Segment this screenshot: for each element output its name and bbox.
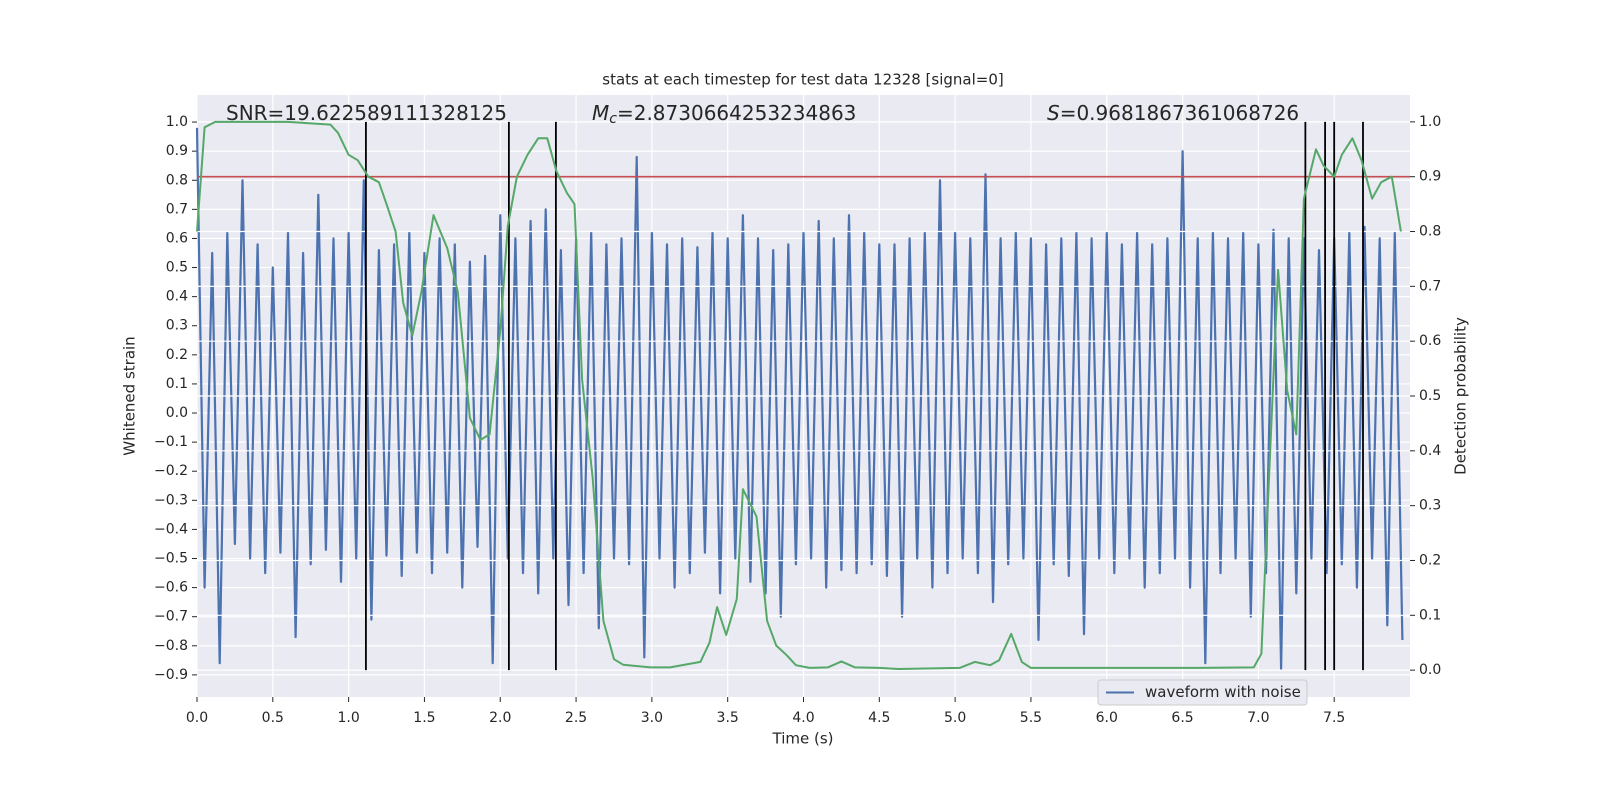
- x-tick-label: 4.5: [868, 710, 890, 726]
- x-tick-label: 2.0: [489, 710, 511, 726]
- annotation: Mc=2.8730664253234863: [592, 101, 856, 128]
- y2-tick-label: 0.3: [1419, 498, 1441, 514]
- y2-tick-label: 0.0: [1419, 662, 1441, 678]
- y-tick-label: −0.4: [154, 521, 188, 537]
- annotation-subscript: c: [609, 111, 617, 127]
- x-tick-label: 1.5: [413, 710, 435, 726]
- x-axis-label: Time (s): [772, 730, 834, 748]
- y-tick-label: 0.2: [166, 347, 188, 363]
- y-tick-label: −0.3: [154, 492, 188, 508]
- annotation-text: =0.9681867361068726: [1060, 101, 1299, 125]
- y2-tick-label: 0.8: [1419, 224, 1441, 240]
- annotation: S=0.9681867361068726: [1047, 101, 1299, 125]
- x-tick-label: 3.5: [717, 710, 739, 726]
- y-tick-label: 0.1: [166, 376, 188, 392]
- y2-tick-label: 0.7: [1419, 278, 1441, 294]
- y-tick-label: 0.5: [166, 260, 188, 276]
- legend-box: [1097, 679, 1308, 706]
- y-tick-label: 1.0: [166, 114, 188, 130]
- y2-tick-label: 0.2: [1419, 552, 1441, 568]
- line-series: [196, 120, 1402, 670]
- annotation-symbol: S: [1047, 101, 1060, 125]
- y-tick-label: −0.1: [154, 434, 188, 450]
- x-tick-label: 7.0: [1247, 710, 1269, 726]
- y-tick-label: 0.7: [166, 201, 188, 217]
- annotation-symbol: M: [592, 101, 609, 125]
- y-tick-label: −0.2: [154, 463, 188, 479]
- y-tick-label: −0.5: [154, 551, 188, 567]
- y2-tick-label: 0.6: [1419, 333, 1441, 349]
- chart-title: stats at each timestep for test data 123…: [602, 71, 1003, 89]
- y2-tick-label: 0.4: [1419, 443, 1441, 459]
- y-tick-label: −0.8: [154, 638, 188, 654]
- y2-tick-label: 1.0: [1419, 114, 1441, 130]
- y-tick-label: −0.6: [154, 580, 188, 596]
- x-tick-label: 6.0: [1096, 710, 1118, 726]
- x-tick-label: 0.5: [262, 710, 284, 726]
- annotation-text: SNR=19.622589111328125: [226, 101, 507, 125]
- y2-tick-label: 0.5: [1419, 388, 1441, 404]
- x-tick-label: 2.5: [565, 710, 587, 726]
- annotation-text: =2.8730664253234863: [617, 101, 856, 125]
- y-tick-label: 0.4: [166, 289, 188, 305]
- y-tick-label: −0.9: [154, 667, 188, 683]
- x-tick-label: 7.5: [1323, 710, 1345, 726]
- y2-axis-label: Detection probability: [1452, 317, 1470, 475]
- legend-label: waveform with noise: [1145, 683, 1301, 701]
- y-tick-label: 0.8: [166, 172, 188, 188]
- y2-tick-label: 0.1: [1419, 607, 1441, 623]
- x-tick-label: 5.0: [944, 710, 966, 726]
- x-tick-label: 0.0: [186, 710, 208, 726]
- annotation: SNR=19.622589111328125: [226, 101, 507, 125]
- y-tick-label: −0.7: [154, 609, 188, 625]
- x-tick-label: 4.0: [792, 710, 814, 726]
- y-tick-label: 0.9: [166, 143, 188, 159]
- x-tick-label: 3.0: [641, 710, 663, 726]
- x-tick-label: 1.0: [337, 710, 359, 726]
- y-axis-label: Whitened strain: [121, 336, 139, 455]
- x-tick-label: 5.5: [1020, 710, 1042, 726]
- x-tick-label: 6.5: [1171, 710, 1193, 726]
- y-tick-label: 0.6: [166, 230, 188, 246]
- y2-tick-label: 0.9: [1419, 169, 1441, 185]
- y-tick-label: 0.0: [166, 405, 188, 421]
- y-tick-label: 0.3: [166, 318, 188, 334]
